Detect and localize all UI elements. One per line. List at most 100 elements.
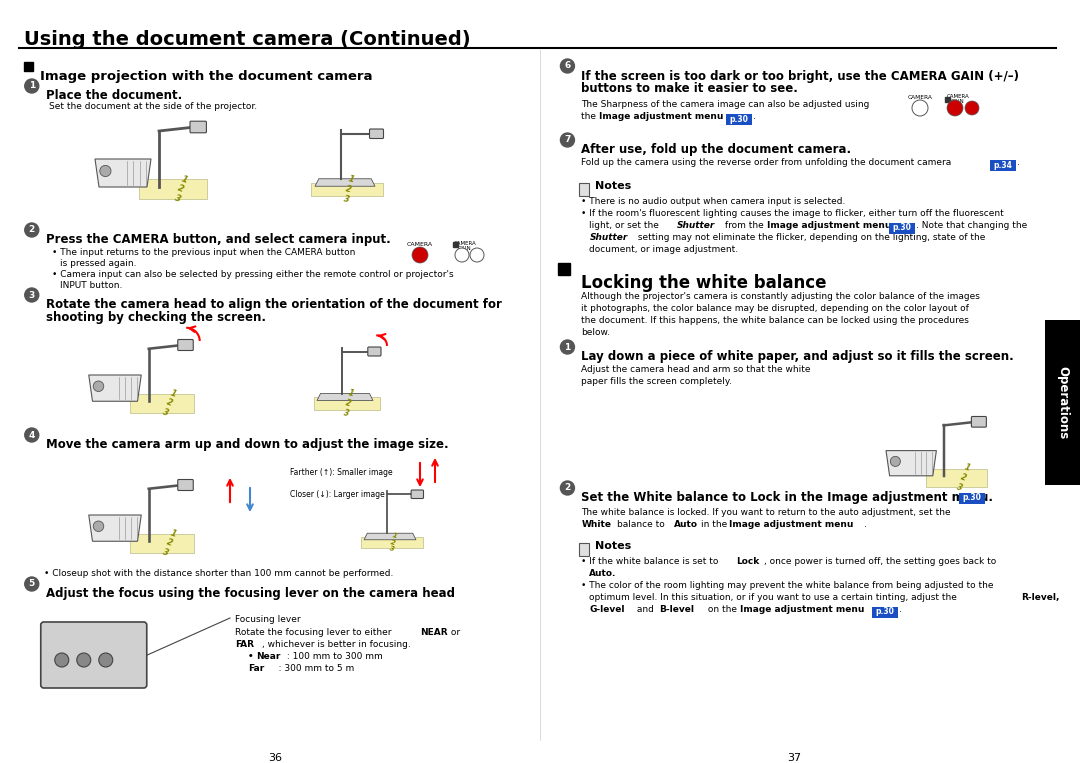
Text: .: . — [1017, 158, 1021, 167]
Circle shape — [55, 653, 69, 667]
Text: GAIN: GAIN — [951, 99, 964, 104]
FancyBboxPatch shape — [580, 183, 590, 196]
Text: GAIN: GAIN — [458, 246, 472, 251]
Text: The white balance is locked. If you want to return to the auto adjustment, set t: The white balance is locked. If you want… — [581, 508, 951, 517]
Text: Move the camera arm up and down to adjust the image size.: Move the camera arm up and down to adjus… — [45, 438, 448, 451]
Bar — [453, 242, 458, 247]
Polygon shape — [315, 179, 375, 186]
Text: G-level: G-level — [590, 605, 625, 614]
Text: p.30: p.30 — [962, 494, 982, 503]
Text: Shutter: Shutter — [590, 233, 627, 242]
Text: is pressed again.: is pressed again. — [59, 259, 136, 268]
Polygon shape — [886, 451, 936, 476]
Polygon shape — [361, 536, 422, 548]
Polygon shape — [926, 468, 987, 487]
FancyBboxPatch shape — [411, 490, 423, 498]
Text: 1
2
3: 1 2 3 — [388, 532, 399, 552]
Text: p.34: p.34 — [994, 160, 1012, 169]
Text: White: White — [581, 520, 611, 529]
Text: .: . — [864, 520, 867, 529]
Text: Press the CAMERA button, and select camera input.: Press the CAMERA button, and select came… — [45, 233, 391, 246]
Text: 7: 7 — [564, 136, 570, 144]
Text: from the: from the — [723, 221, 767, 230]
Text: Closer (↓): Larger image: Closer (↓): Larger image — [291, 490, 384, 499]
Text: If the screen is too dark or too bright, use the CAMERA GAIN (+/–): If the screen is too dark or too bright,… — [581, 70, 1020, 83]
Bar — [945, 97, 950, 102]
FancyBboxPatch shape — [971, 417, 986, 427]
Text: 1
2
3: 1 2 3 — [342, 388, 355, 418]
Text: p.30: p.30 — [876, 607, 894, 617]
Text: buttons to make it easier to see.: buttons to make it easier to see. — [581, 82, 798, 95]
Text: Lay down a piece of white paper, and adjust so it fills the screen.: Lay down a piece of white paper, and adj… — [581, 350, 1014, 363]
Polygon shape — [89, 515, 141, 541]
Text: 1
2
3: 1 2 3 — [162, 388, 177, 418]
Polygon shape — [130, 534, 193, 552]
Polygon shape — [89, 375, 141, 401]
Polygon shape — [139, 179, 207, 199]
Text: • If the room's fluorescent lighting causes the image to flicker, either turn of: • If the room's fluorescent lighting cau… — [581, 209, 1004, 218]
Text: • There is no audio output when camera input is selected.: • There is no audio output when camera i… — [581, 197, 846, 206]
FancyBboxPatch shape — [580, 543, 590, 556]
Text: Image projection with the document camera: Image projection with the document camer… — [40, 70, 373, 83]
Text: document, or image adjustment.: document, or image adjustment. — [590, 245, 739, 254]
Text: 2: 2 — [29, 226, 35, 234]
Circle shape — [25, 577, 39, 591]
FancyBboxPatch shape — [368, 347, 381, 356]
Bar — [1045, 320, 1080, 485]
Text: : 300 mm to 5 m: : 300 mm to 5 m — [270, 664, 354, 673]
Text: Set the White balance to Lock in the Image adjustment menu.: Set the White balance to Lock in the Ima… — [581, 491, 994, 504]
Bar — [24, 62, 33, 70]
Text: • Camera input can also be selected by pressing either the remote control or pro: • Camera input can also be selected by p… — [52, 270, 454, 279]
Text: setting may not eliminate the flicker, depending on the lighting, state of the: setting may not eliminate the flicker, d… — [635, 233, 986, 242]
Text: Image adjustment menu: Image adjustment menu — [599, 112, 724, 121]
Text: 5: 5 — [29, 580, 35, 588]
Text: FAR: FAR — [235, 640, 254, 649]
Circle shape — [966, 101, 978, 115]
Text: CAMERA: CAMERA — [407, 242, 433, 247]
Text: Notes: Notes — [595, 181, 632, 191]
Text: Lock: Lock — [737, 557, 759, 566]
Circle shape — [890, 456, 901, 466]
Text: NEAR: NEAR — [420, 628, 447, 637]
Circle shape — [25, 288, 39, 302]
Text: the document. If this happens, the white balance can be locked using the procedu: the document. If this happens, the white… — [581, 316, 970, 325]
Circle shape — [561, 133, 575, 147]
Polygon shape — [313, 397, 380, 410]
Text: 1
2
3: 1 2 3 — [173, 174, 189, 204]
Text: balance to: balance to — [618, 520, 665, 529]
FancyBboxPatch shape — [178, 479, 193, 491]
Text: 6: 6 — [565, 62, 570, 70]
Text: p.30: p.30 — [892, 224, 912, 233]
FancyBboxPatch shape — [41, 622, 147, 688]
FancyBboxPatch shape — [369, 129, 383, 139]
Text: .: . — [753, 112, 756, 121]
Text: . Note that changing the: . Note that changing the — [916, 221, 1027, 230]
Polygon shape — [95, 159, 151, 187]
Text: Auto.: Auto. — [590, 569, 617, 578]
Text: in the: in the — [701, 520, 728, 529]
Text: Auto: Auto — [674, 520, 699, 529]
Text: 1: 1 — [565, 343, 570, 352]
Text: , whichever is better in focusing.: , whichever is better in focusing. — [262, 640, 410, 649]
Text: Rotate the focusing lever to either: Rotate the focusing lever to either — [235, 628, 394, 637]
Polygon shape — [318, 394, 373, 401]
Text: INPUT button.: INPUT button. — [59, 281, 122, 290]
Circle shape — [25, 428, 39, 442]
Text: Rotate the camera head to align the orientation of the document for: Rotate the camera head to align the orie… — [45, 298, 501, 311]
Text: 1
2
3: 1 2 3 — [162, 528, 177, 558]
Text: CAMERA: CAMERA — [907, 95, 932, 100]
Circle shape — [99, 166, 111, 176]
Text: CAMERA: CAMERA — [454, 241, 476, 246]
Text: : 100 mm to 300 mm: : 100 mm to 300 mm — [284, 652, 382, 661]
Text: • If the white balance is set to: • If the white balance is set to — [581, 557, 721, 566]
Text: After use, fold up the document camera.: After use, fold up the document camera. — [581, 143, 851, 156]
Text: 36: 36 — [269, 753, 282, 763]
Polygon shape — [311, 182, 382, 196]
FancyBboxPatch shape — [959, 492, 985, 504]
Circle shape — [455, 248, 469, 262]
Text: • The color of the room lighting may prevent the white balance from being adjust: • The color of the room lighting may pre… — [581, 581, 994, 590]
Text: 1: 1 — [29, 82, 35, 91]
Circle shape — [561, 340, 575, 354]
Text: 4: 4 — [28, 430, 35, 439]
Text: • Closeup shot with the distance shorter than 100 mm cannot be performed.: • Closeup shot with the distance shorter… — [44, 569, 393, 578]
